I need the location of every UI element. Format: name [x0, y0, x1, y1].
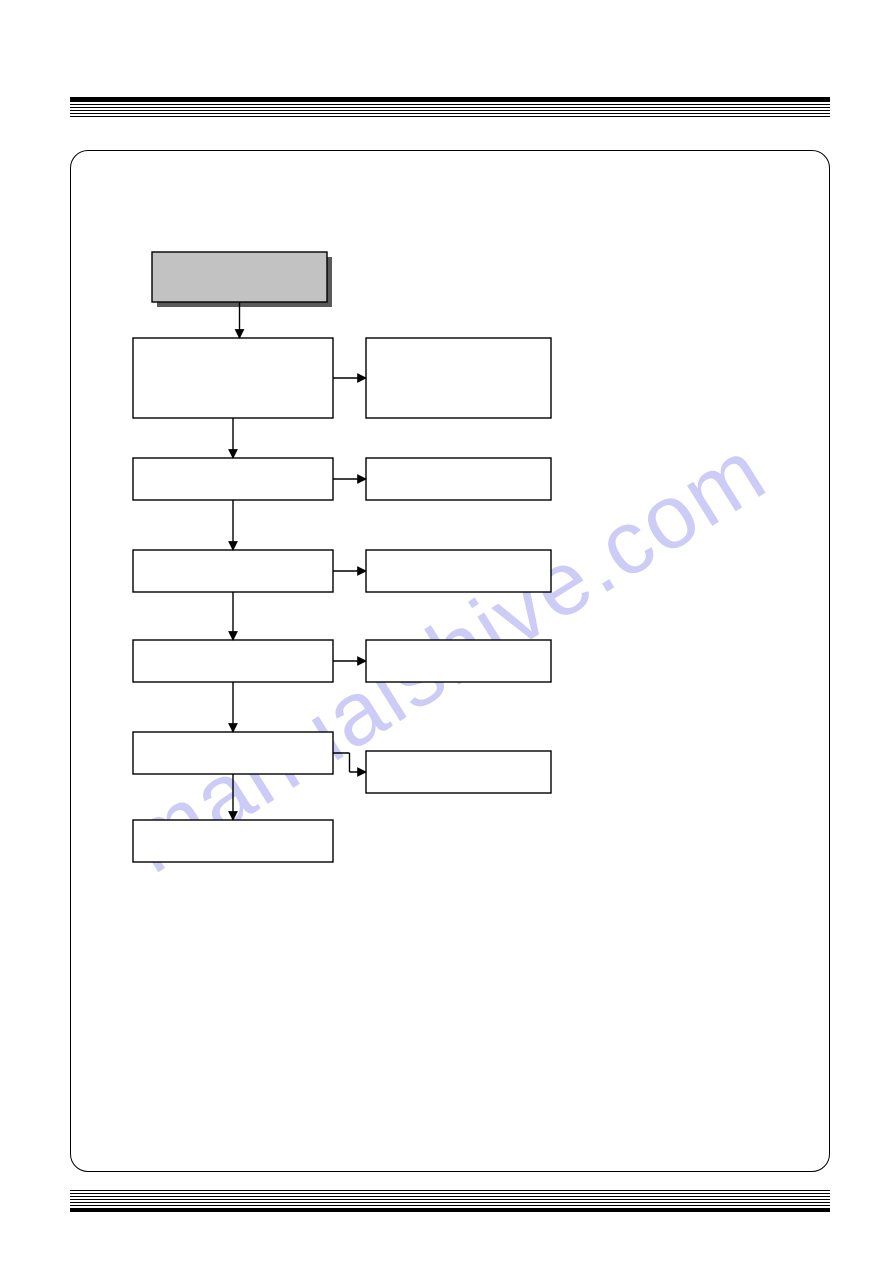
- flow-node: [133, 458, 333, 500]
- page-root: manualshive.com: [0, 0, 893, 1263]
- flow-node: [366, 550, 551, 592]
- flow-node: [152, 252, 327, 302]
- flow-node: [366, 751, 551, 793]
- flow-node: [133, 550, 333, 592]
- flow-node: [133, 640, 333, 682]
- flow-node: [366, 458, 551, 500]
- flow-node: [366, 338, 551, 418]
- flowchart-canvas: [0, 0, 893, 1263]
- flow-node: [366, 640, 551, 682]
- bottom-rule: [70, 1190, 830, 1212]
- flow-node: [133, 338, 333, 418]
- flow-node: [133, 732, 333, 774]
- flow-node: [133, 820, 333, 862]
